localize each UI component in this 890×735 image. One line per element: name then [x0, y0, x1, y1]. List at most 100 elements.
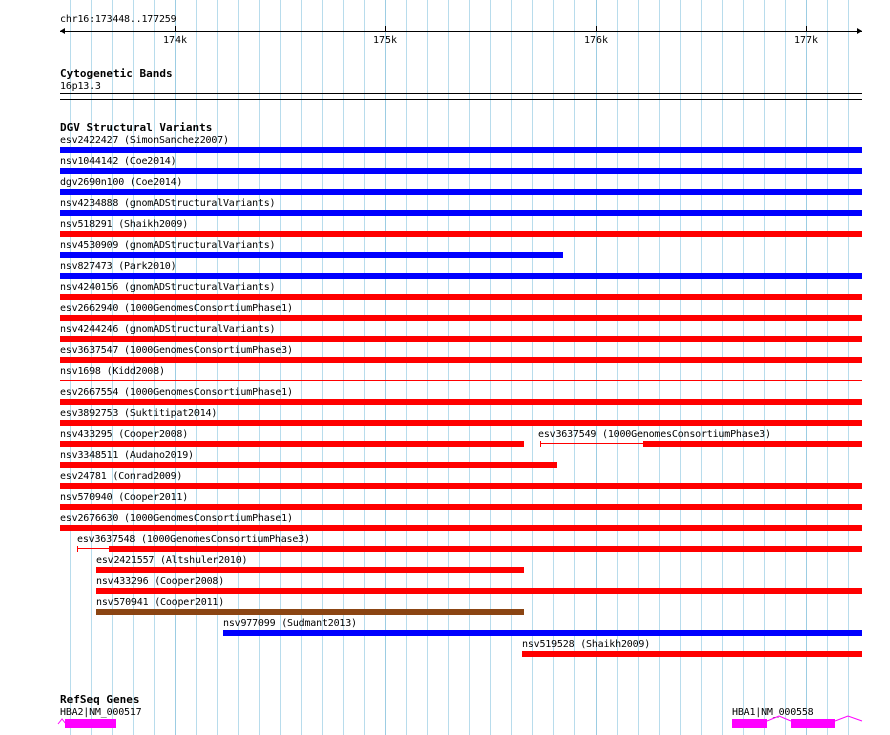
variant-label[interactable]: esv3637549 (1000GenomesConsortiumPhase3) [538, 429, 771, 440]
grid-line [764, 0, 765, 735]
variant-endcap [540, 441, 541, 447]
variant-bar-nsv570940[interactable] [60, 504, 862, 510]
grid-line [743, 0, 744, 735]
location-label: chr16:173448..177259 [60, 14, 177, 25]
variant-label[interactable]: nsv433295 (Cooper2008) [60, 429, 189, 440]
grid-line [574, 0, 575, 735]
variant-bar-nsv570941[interactable] [96, 609, 524, 615]
variant-label[interactable]: dgv2690n100 (Coe2014) [60, 177, 183, 188]
variant-label[interactable]: nsv827473 (Park2010) [60, 261, 177, 272]
variant-label[interactable]: esv24781 (Conrad2009) [60, 471, 183, 482]
grid-line [848, 0, 849, 735]
grid-line [406, 0, 407, 735]
variant-bar-nsv4530909[interactable] [60, 252, 563, 258]
grid-line [322, 0, 323, 735]
grid-line [511, 0, 512, 735]
variant-label[interactable]: nsv4244246 (gnomADStructuralVariants) [60, 324, 276, 335]
variant-label[interactable]: esv3637548 (1000GenomesConsortiumPhase3) [77, 534, 310, 545]
variant-label[interactable]: nsv518291 (Shaikh2009) [60, 219, 189, 230]
grid-line [217, 0, 218, 735]
variant-label[interactable]: nsv4234888 (gnomADStructuralVariants) [60, 198, 276, 209]
grid-line [785, 0, 786, 735]
hba1-intron-2 [834, 715, 863, 722]
grid-line [259, 0, 260, 735]
variant-bar-nsv1044142[interactable] [60, 168, 862, 174]
grid-line [343, 0, 344, 735]
hba1-exon-1[interactable] [732, 719, 767, 728]
variant-bar-esv2676630[interactable] [60, 525, 862, 531]
dgv-track-title[interactable]: DGV Structural Variants [60, 121, 213, 134]
ruler-left-arrow [60, 28, 65, 34]
grid-line [490, 0, 491, 735]
variant-bar-nsv433296[interactable] [96, 588, 862, 594]
variant-bar-esv2421557[interactable] [96, 567, 524, 573]
grid-line [553, 0, 554, 735]
variant-bar-nsv4234888[interactable] [60, 210, 862, 216]
variant-label[interactable]: esv3637547 (1000GenomesConsortiumPhase3) [60, 345, 293, 356]
variant-bar-nsv518291[interactable] [60, 231, 862, 237]
variant-label[interactable]: nsv4530909 (gnomADStructuralVariants) [60, 240, 276, 251]
variant-label[interactable]: esv2676630 (1000GenomesConsortiumPhase1) [60, 513, 293, 524]
variant-label[interactable]: nsv433296 (Cooper2008) [96, 576, 225, 587]
variant-label[interactable]: nsv1044142 (Coe2014) [60, 156, 177, 167]
grid-line [827, 0, 828, 735]
variant-connector [540, 443, 643, 444]
variant-bar-esv3637548[interactable] [109, 546, 862, 552]
cytoband-bar-top [60, 93, 862, 94]
variant-bar-esv24781[interactable] [60, 483, 862, 489]
variant-bar-dgv2690n100[interactable] [60, 189, 862, 195]
variant-bar-nsv4240156[interactable] [60, 294, 862, 300]
variant-bar-esv3637549[interactable] [643, 441, 862, 447]
refseq-track-title[interactable]: RefSeq Genes [60, 693, 140, 706]
variant-bar-nsv433295[interactable] [60, 441, 524, 447]
variant-label[interactable]: nsv570940 (Cooper2011) [60, 492, 189, 503]
cytoband-track-title[interactable]: Cytogenetic Bands [60, 67, 173, 80]
cytoband-label[interactable]: 16p13.3 [60, 81, 101, 92]
grid-line [532, 0, 533, 735]
grid-line [448, 0, 449, 735]
variant-bar-nsv977099[interactable] [223, 630, 862, 636]
gene-label-hba2[interactable]: HBA2|NM_000517 [60, 707, 142, 718]
grid-line [701, 0, 702, 735]
gene-label-hba1[interactable]: HBA1|NM_000558 [732, 707, 814, 718]
variant-label[interactable]: nsv570941 (Cooper2011) [96, 597, 225, 608]
variant-label[interactable]: nsv1698 (Kidd2008) [60, 366, 165, 377]
ruler-line [60, 31, 862, 32]
hba1-intron-1 [766, 715, 792, 722]
variant-bar-nsv1698[interactable] [60, 380, 862, 381]
variant-bar-nsv519528[interactable] [522, 651, 862, 657]
variant-bar-nsv3348511[interactable] [60, 462, 557, 468]
variant-label[interactable]: nsv519528 (Shaikh2009) [522, 639, 651, 650]
variant-label[interactable]: nsv3348511 (Audano2019) [60, 450, 194, 461]
variant-bar-esv3892753[interactable] [60, 420, 862, 426]
grid-line [427, 0, 428, 735]
ruler-label-175k: 175k [372, 35, 398, 46]
variant-connector [77, 548, 109, 549]
grid-line [680, 0, 681, 735]
variant-label[interactable]: nsv977099 (Sudmant2013) [223, 618, 357, 629]
grid-line [617, 0, 618, 735]
variant-label[interactable]: esv3892753 (Suktitipat2014) [60, 408, 218, 419]
variant-bar-esv3637547[interactable] [60, 357, 862, 363]
variant-bar-esv2422427[interactable] [60, 147, 862, 153]
hba2-exon[interactable] [65, 719, 116, 728]
variant-label[interactable]: esv2667554 (1000GenomesConsortiumPhase1) [60, 387, 293, 398]
variant-bar-nsv4244246[interactable] [60, 336, 862, 342]
variant-label[interactable]: nsv4240156 (gnomADStructuralVariants) [60, 282, 276, 293]
grid-line [364, 0, 365, 735]
hba1-exon-2[interactable] [791, 719, 835, 728]
variant-label[interactable]: esv2662940 (1000GenomesConsortiumPhase1) [60, 303, 293, 314]
variant-bar-esv2667554[interactable] [60, 399, 862, 405]
ruler-label-174k: 174k [162, 35, 188, 46]
ruler-label-176k: 176k [583, 35, 609, 46]
variant-label[interactable]: esv2422427 (SimonSanchez2007) [60, 135, 229, 146]
cytoband-bar-bottom [60, 99, 862, 100]
variant-bar-nsv827473[interactable] [60, 273, 862, 279]
grid-line [154, 0, 155, 735]
variant-label[interactable]: esv2421557 (Altshuler2010) [96, 555, 248, 566]
grid-line [806, 0, 807, 735]
grid-line [196, 0, 197, 735]
grid-line [722, 0, 723, 735]
variant-bar-esv2662940[interactable] [60, 315, 862, 321]
ruler-right-arrow [857, 28, 862, 34]
